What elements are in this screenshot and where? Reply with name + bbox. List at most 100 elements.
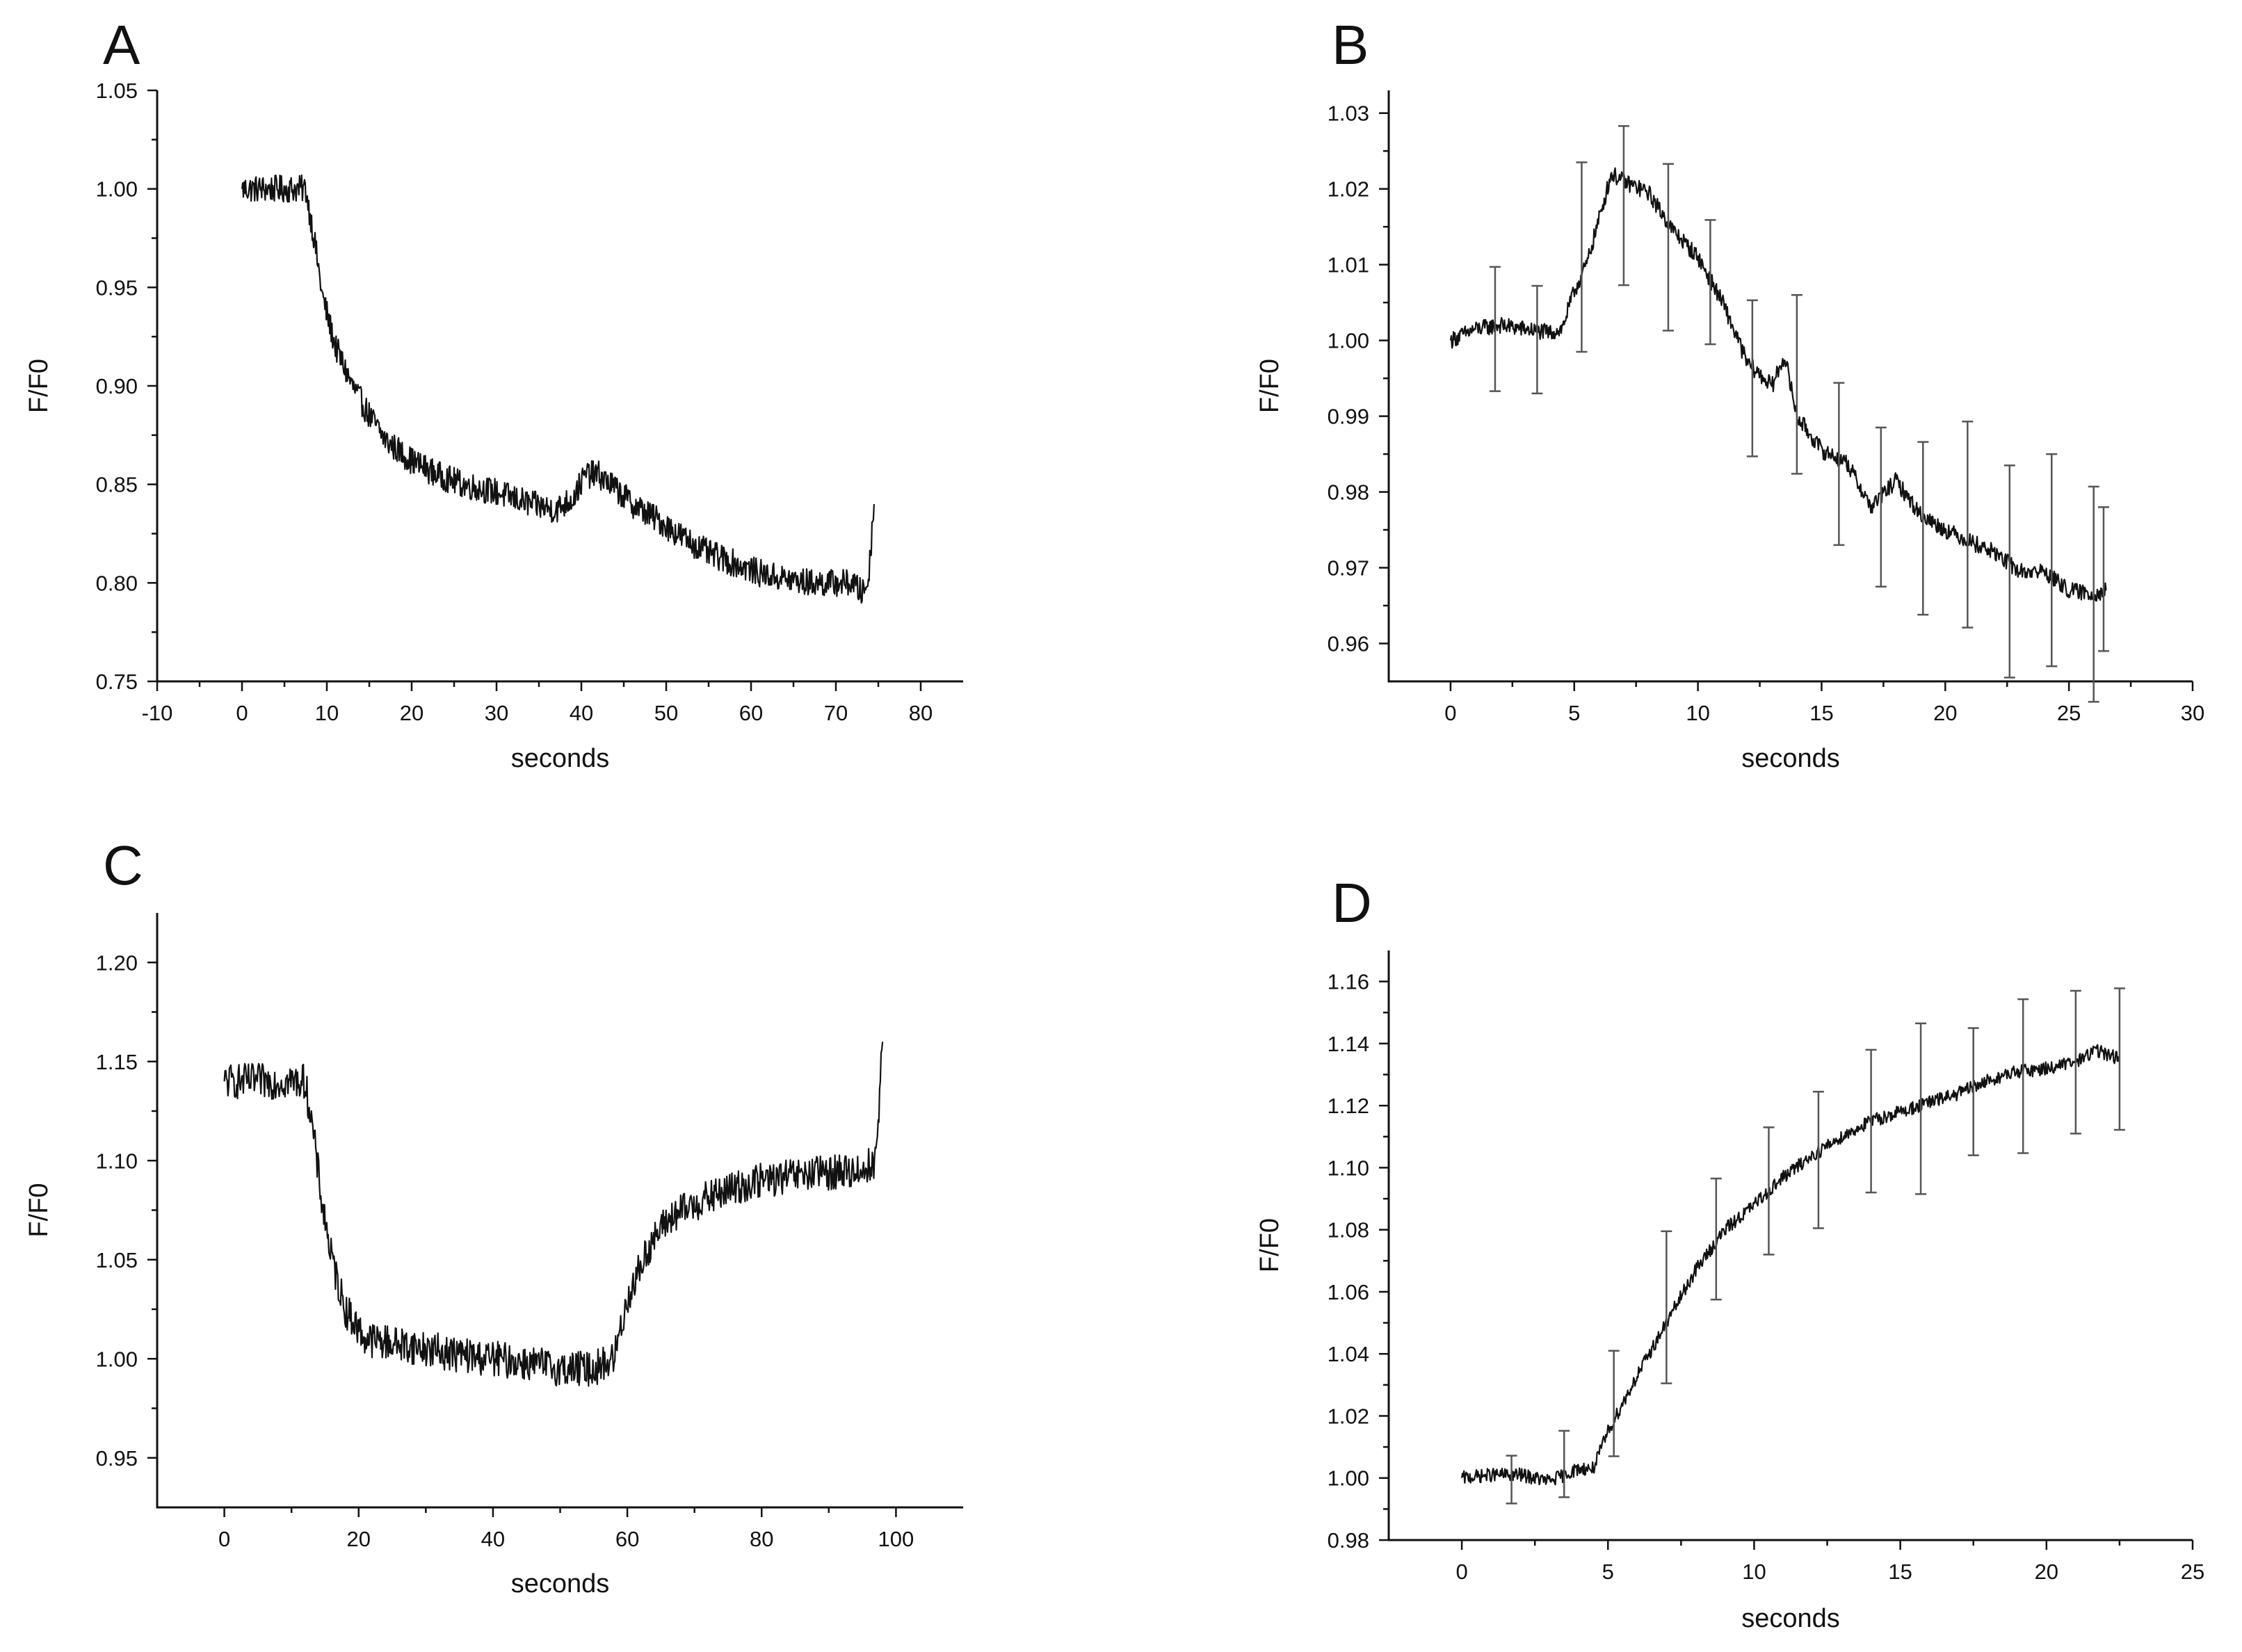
- panel-b-ylabel: F/F0: [1255, 359, 1284, 413]
- panel-a-ytick-label: 0.95: [96, 275, 138, 300]
- panel-d-axes: [1387, 950, 2193, 1541]
- panel-a-trace: [241, 174, 875, 604]
- panel-a-xtick-label: 70: [824, 701, 848, 725]
- panel-b-xtick-label: 15: [1809, 701, 1833, 725]
- panel-d-error-bar: [2070, 989, 2081, 1135]
- panel-d-letter: D: [1332, 872, 1372, 934]
- panel-d-ytick-label: 1.06: [1328, 1280, 1369, 1304]
- panel-b-ytick-label: 0.99: [1328, 405, 1369, 429]
- panel-d-xtick-label: 10: [1742, 1560, 1766, 1584]
- panel-c-ytick-label: 1.20: [96, 950, 138, 975]
- panel-a-xtick-label: 60: [739, 701, 763, 725]
- panel-d-error-bar: [1661, 1230, 1672, 1384]
- panel-b-ytick-label: 1.03: [1328, 102, 1369, 126]
- panel-a-ytick-label: 1.00: [96, 177, 138, 202]
- panel-a-ytick-label: 0.85: [96, 473, 138, 497]
- panel-b-xtick-label: 20: [1933, 701, 1957, 725]
- panel-d-error-bar: [1812, 1090, 1824, 1229]
- panel-d-ytick-label: 1.02: [1328, 1404, 1369, 1428]
- panel-a-xlabel: seconds: [511, 744, 610, 773]
- panel-d-xtick-label: 15: [1888, 1560, 1912, 1584]
- panel-a-xtick-label: 30: [485, 701, 508, 725]
- panel-b-error-bar: [2088, 485, 2099, 703]
- panel-a-xtick-label: 0: [236, 701, 248, 725]
- panel-d-ytick-label: 1.00: [1328, 1466, 1369, 1491]
- panel-b-error-bar: [1531, 284, 1543, 395]
- panel-d-error-bar: [1915, 1022, 1927, 1195]
- panel-d-xtick-label: 5: [1602, 1560, 1614, 1584]
- panel-d-error-bar: [1763, 1126, 1775, 1256]
- panel-d-ytick-label: 1.10: [1328, 1156, 1369, 1180]
- panel-a-xtick-label: 80: [909, 701, 933, 725]
- panel-c: C 0 20 40 60 80 100 0.95 1.00 1.05 1.10 1.15 1.20 sec…: [24, 834, 963, 1598]
- panel-a-xtick-label: -10: [142, 701, 173, 725]
- panel-c-ylabel: F/F0: [24, 1183, 54, 1237]
- panel-b-xtick-label: 30: [2181, 701, 2204, 725]
- panel-a-xtick-label: 40: [570, 701, 593, 725]
- panel-b-error-bar: [1833, 382, 1845, 546]
- panel-b-axes: [1387, 90, 2193, 683]
- panel-d-error-bar: [1710, 1177, 1722, 1301]
- panel-b-xtick-label: 25: [2057, 701, 2081, 725]
- panel-c-xtick-label: 60: [615, 1527, 639, 1551]
- panel-c-ytick-label: 1.10: [96, 1149, 138, 1173]
- panel-d-error-bar: [1967, 1027, 1979, 1156]
- panel-b-error-bar: [2003, 464, 2015, 679]
- panel-b-error-bar: [1576, 161, 1588, 353]
- panel-d-ytick-label: 1.16: [1328, 970, 1369, 994]
- panel-b-error-bar: [1962, 420, 1974, 629]
- panel-b-ytick-label: 1.02: [1328, 177, 1369, 202]
- panel-d-xlabel: seconds: [1741, 1604, 1840, 1633]
- panel-b: B 0 5 10 15 20 25 30 0.96 0.97 0.98 0.99 1.00 1.01 1.0…: [1255, 14, 2204, 773]
- panel-c-axes: [156, 913, 963, 1509]
- panel-a-letter: A: [103, 14, 140, 76]
- panel-d: D 0 5 10 15 20 25 0.98 1.00 1.02 1.04 1.06 1.08 1.10 1…: [1255, 872, 2204, 1633]
- panel-d-xtick-label: 25: [2181, 1560, 2204, 1584]
- panel-c-ytick-label: 0.95: [96, 1446, 138, 1471]
- panel-c-ytick-label: 1.00: [96, 1347, 138, 1371]
- panel-b-trace: [1449, 167, 2107, 602]
- panel-d-ytick-label: 0.98: [1328, 1528, 1369, 1553]
- panel-d-trace: [1461, 1044, 2120, 1486]
- panel-b-xtick-label: 0: [1444, 701, 1456, 725]
- panel-d-xtick-label: 20: [2035, 1560, 2058, 1584]
- panel-b-letter: B: [1332, 14, 1369, 76]
- panel-b-error-bar: [2046, 453, 2058, 667]
- panel-d-error-bar: [1558, 1430, 1570, 1498]
- panel-b-xtick-label: 5: [1568, 701, 1580, 725]
- panel-a-ytick-label: 0.75: [96, 670, 138, 694]
- panel-c-letter: C: [103, 834, 143, 896]
- panel-b-error-bar: [1662, 163, 1674, 332]
- panel-a-ytick-label: 0.90: [96, 374, 138, 398]
- panel-c-ytick-label: 1.05: [96, 1248, 138, 1272]
- panel-a-ytick-label: 1.05: [96, 79, 138, 103]
- panel-b-error-bar: [1746, 299, 1758, 457]
- panel-b-ytick-label: 0.96: [1328, 632, 1369, 656]
- panel-b-error-bar: [1917, 441, 1929, 616]
- panel-d-error-bar: [1506, 1455, 1517, 1505]
- panel-a-xtick-label: 10: [315, 701, 339, 725]
- panel-b-error-bar: [1489, 266, 1501, 392]
- panel-b-error-bar: [1618, 124, 1629, 286]
- panel-c-xtick-label: 0: [218, 1527, 230, 1551]
- panel-b-xlabel: seconds: [1741, 744, 1840, 773]
- panel-b-error-bar: [1791, 293, 1803, 475]
- panel-c-xtick-label: 40: [481, 1527, 505, 1551]
- panel-c-xtick-label: 80: [750, 1527, 773, 1551]
- panel-d-error-bar: [1608, 1350, 1620, 1457]
- panel-c-xlabel: seconds: [511, 1569, 610, 1598]
- panel-d-error-bar: [1865, 1048, 1877, 1194]
- panel-b-ytick-label: 1.00: [1328, 329, 1369, 353]
- panel-a-ytick-label: 0.80: [96, 571, 138, 595]
- panel-c-ytick-label: 1.15: [96, 1050, 138, 1074]
- panel-c-trace: [223, 1042, 884, 1387]
- panel-a-xtick-label: 20: [400, 701, 424, 725]
- panel-b-ytick-label: 0.98: [1328, 480, 1369, 505]
- panel-d-error-bar: [2017, 998, 2029, 1154]
- panel-d-ytick-label: 1.08: [1328, 1218, 1369, 1242]
- panel-d-ytick-label: 1.14: [1328, 1032, 1369, 1056]
- panel-d-xtick-label: 0: [1455, 1560, 1467, 1584]
- panel-d-ytick-label: 1.12: [1328, 1094, 1369, 1118]
- panel-d-ylabel: F/F0: [1255, 1218, 1284, 1272]
